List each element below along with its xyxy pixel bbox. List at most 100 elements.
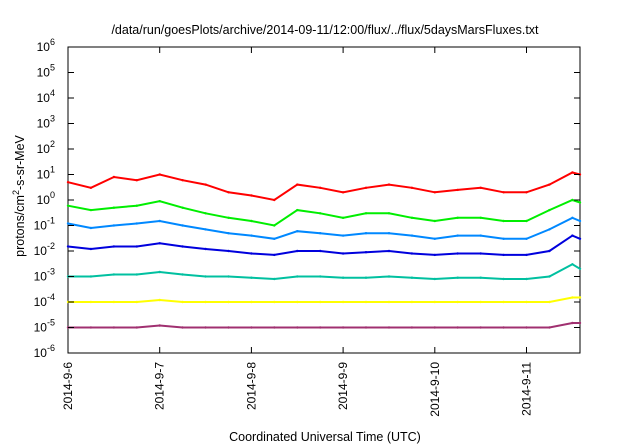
- chart-title: /data/run/goesPlots/archive/2014-09-11/1…: [111, 23, 539, 37]
- data-point: [158, 200, 161, 203]
- data-point: [456, 234, 459, 237]
- data-point: [571, 321, 574, 325]
- data-point: [433, 300, 436, 304]
- y-axis-ticks: 10-6 10-5 10-4 10-3 10-2 10-1 100 101 102 103 104 1…: [34, 37, 580, 360]
- data-point: [250, 252, 253, 255]
- data-point: [273, 198, 276, 202]
- data-point: [502, 300, 505, 304]
- data-point: [571, 234, 574, 237]
- data-point: [112, 245, 116, 248]
- data-point: [433, 277, 436, 281]
- data-point: [479, 234, 482, 237]
- data-point: [296, 249, 299, 253]
- data-point: [66, 181, 70, 184]
- series-line-4: [67, 234, 581, 256]
- data-point: [410, 186, 414, 189]
- plot-area-frame: [67, 46, 581, 354]
- data-point: [479, 300, 482, 304]
- data-point: [158, 324, 161, 327]
- data-point: [525, 191, 528, 194]
- data-point: [456, 216, 459, 219]
- data-point: [502, 219, 505, 223]
- data-point: [89, 208, 93, 212]
- x-tick-label: 2014-9-6: [61, 362, 75, 410]
- data-point: [387, 300, 391, 304]
- data-point: [135, 222, 138, 225]
- data-point: [479, 276, 482, 279]
- data-point: [456, 326, 459, 329]
- y-tick-label: 10-1: [34, 216, 55, 233]
- data-point: [433, 237, 436, 240]
- data-point: [112, 206, 116, 209]
- data-point: [364, 212, 368, 215]
- data-point: [433, 219, 436, 223]
- data-point: [296, 326, 299, 329]
- data-point: [89, 186, 93, 189]
- data-point: [578, 267, 582, 270]
- data-point: [66, 204, 70, 207]
- data-point: [227, 191, 230, 194]
- series-points-7: [66, 321, 582, 329]
- data-point: [578, 219, 582, 223]
- data-point: [319, 249, 322, 253]
- data-point: [135, 204, 138, 207]
- data-point: [250, 326, 253, 329]
- data-point: [158, 219, 161, 223]
- data-point: [364, 186, 368, 189]
- y-tick-label: 10-4: [34, 292, 55, 309]
- x-tick-label: 2014-9-10: [428, 362, 442, 417]
- data-point: [525, 219, 528, 223]
- data-point: [456, 276, 459, 279]
- series-line-3: [67, 216, 581, 240]
- data-point: [571, 263, 574, 266]
- series-points-5: [66, 263, 582, 281]
- data-point: [204, 300, 207, 304]
- data-point: [433, 191, 436, 194]
- data-point: [227, 216, 230, 219]
- data-point: [479, 326, 482, 329]
- data-point: [387, 275, 391, 278]
- series-line-2: [67, 198, 581, 227]
- x-axis-label: Coordinated Universal Time (UTC): [229, 430, 421, 444]
- data-point: [250, 276, 253, 279]
- data-point: [89, 300, 93, 304]
- data-point: [548, 326, 551, 329]
- data-point: [204, 212, 207, 215]
- data-point: [502, 237, 505, 240]
- y-tick-label: 10-3: [34, 267, 55, 284]
- data-point: [578, 296, 582, 299]
- series-points-4: [66, 234, 582, 257]
- data-point: [181, 300, 184, 304]
- data-point: [135, 245, 138, 248]
- data-point: [181, 206, 184, 209]
- data-point: [341, 326, 345, 329]
- data-point: [571, 198, 574, 202]
- data-point: [479, 216, 482, 219]
- data-point: [204, 247, 207, 251]
- data-point: [456, 300, 459, 304]
- data-point: [227, 300, 230, 304]
- data-point: [387, 212, 391, 215]
- data-point: [364, 276, 368, 279]
- data-point: [66, 222, 70, 225]
- data-point: [571, 296, 574, 299]
- series-points-6: [66, 296, 582, 304]
- data-point: [341, 252, 345, 255]
- y-tick-label: 10-2: [34, 241, 55, 258]
- data-point: [204, 326, 207, 329]
- data-point: [250, 219, 253, 223]
- series-line-5: [68, 263, 581, 281]
- data-point: [578, 321, 582, 325]
- data-point: [135, 326, 138, 329]
- data-point: [273, 237, 276, 240]
- data-point: [341, 216, 345, 219]
- data-point: [158, 298, 161, 302]
- data-point: [181, 224, 184, 227]
- data-point: [158, 173, 161, 176]
- data-point: [181, 273, 184, 276]
- y-tick-label: 106: [37, 37, 55, 54]
- data-point: [112, 300, 116, 304]
- data-point: [273, 253, 276, 257]
- data-point: [296, 183, 299, 186]
